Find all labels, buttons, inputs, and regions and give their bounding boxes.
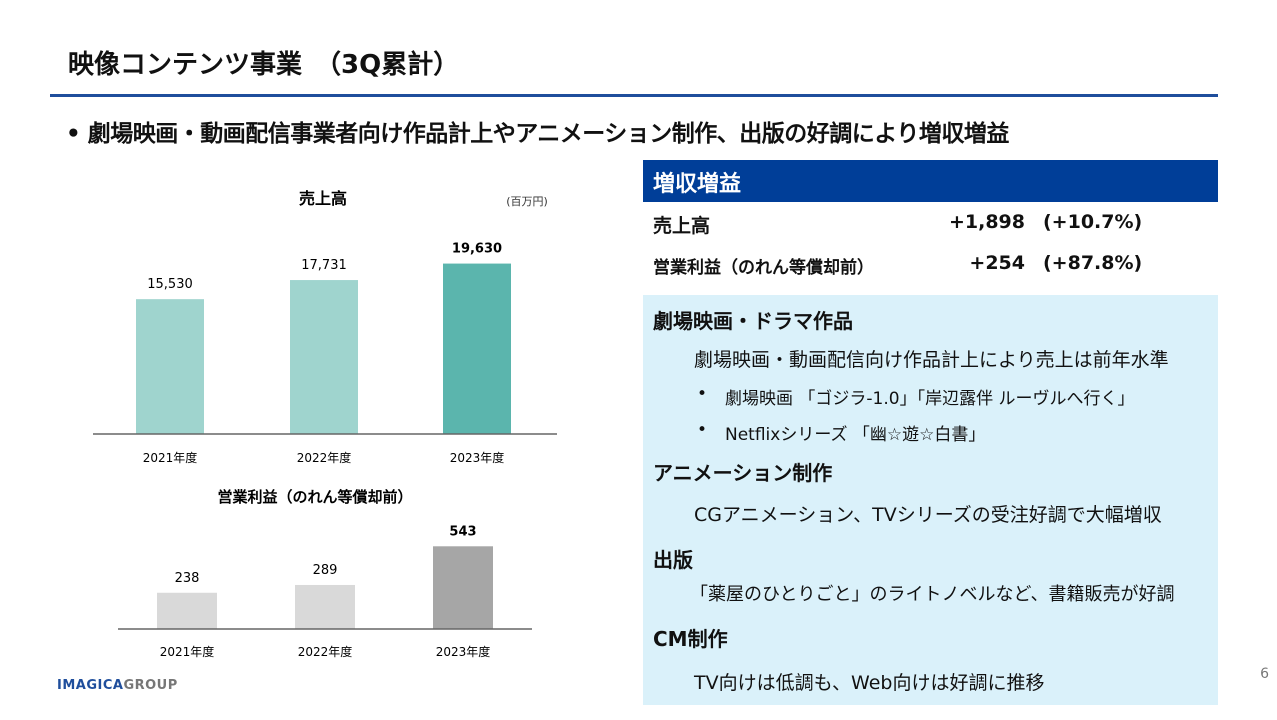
kpi-profit-value: +254 [969,252,1025,274]
bar [290,280,358,434]
section-text: 劇場映画・動画配信向け作品計上により売上は前年水準 [694,349,1169,371]
company-logo: IMAGICAGROUP [57,678,178,693]
chart-title: 営業利益（のれん等償却前） [217,488,412,506]
detail-panel [643,295,1218,705]
category-label: 2023年度 [436,644,491,659]
section-heading: アニメーション制作 [653,461,833,485]
bar-value-label: 19,630 [452,242,502,257]
charts: 売上高 (百万円) 15,530 2021年度 17,731 2022年度 19,630 20… [93,189,557,659]
bar [295,584,355,629]
bullet-item: Netflixシリーズ 「幽☆遊☆白書」 [725,425,986,445]
kpi-profit-pct: (+87.8%) [1043,252,1143,274]
headline: • 劇場映画・動画配信事業者向け作品計上やアニメーション制作、出版の好調により増… [66,121,1009,147]
bar-value-label: 17,731 [301,258,347,273]
section-text: TV向けは低調も、Web向けは好調に推移 [694,672,1045,694]
bar [157,592,217,629]
kpi-sales-value: +1,898 [948,211,1025,233]
bar-value-label: 238 [175,571,200,586]
category-label: 2021年度 [160,644,215,659]
category-label: 2022年度 [297,450,352,465]
bar-value-label: 15,530 [147,277,193,292]
section-heading: CM制作 [653,627,728,651]
logo-part2: GROUP [123,678,178,693]
sales-chart: 売上高 (百万円) 15,530 2021年度 17,731 2022年度 19,630 20… [93,189,557,465]
bar-value-label: 289 [313,563,338,578]
bullet-dot: • [697,384,708,404]
title-divider [50,94,1218,97]
page-title: 映像コンテンツ事業 （3Q累計） [68,50,460,80]
section-heading: 出版 [653,548,693,572]
bar [443,263,511,434]
chart-title: 売上高 [299,189,347,208]
page-number: 6 [1260,666,1269,682]
category-label: 2022年度 [298,644,353,659]
category-label: 2021年度 [143,450,198,465]
bar [136,299,204,434]
kpi-profit-label: 営業利益（のれん等償却前） [653,258,874,278]
bar [433,546,493,629]
panel-header: 増収増益 [643,160,1218,202]
bar-value-label: 543 [449,524,476,539]
section-text: 「薬屋のひとりごと」のライトノベルなど、書籍販売が好調 [690,584,1175,605]
unit-label: (百万円) [506,195,548,208]
bullet-dot: • [697,420,708,440]
bullet-item: 劇場映画 「ゴジラ-1.0」「岸辺露伴 ルーヴルへ行く」 [725,389,1135,409]
kpi-sales-label: 売上高 [653,215,711,237]
operating-profit-chart: 営業利益（のれん等償却前） 238 2021年度 289 2022年度 543 2023年度 [118,488,532,659]
section-heading: 劇場映画・ドラマ作品 [653,309,853,333]
section-text: CGアニメーション、TVシリーズの受注好調で大幅増収 [694,504,1162,526]
category-label: 2023年度 [450,450,505,465]
logo-part1: IMAGICA [57,678,124,693]
kpi-sales-pct: (+10.7%) [1043,211,1143,233]
